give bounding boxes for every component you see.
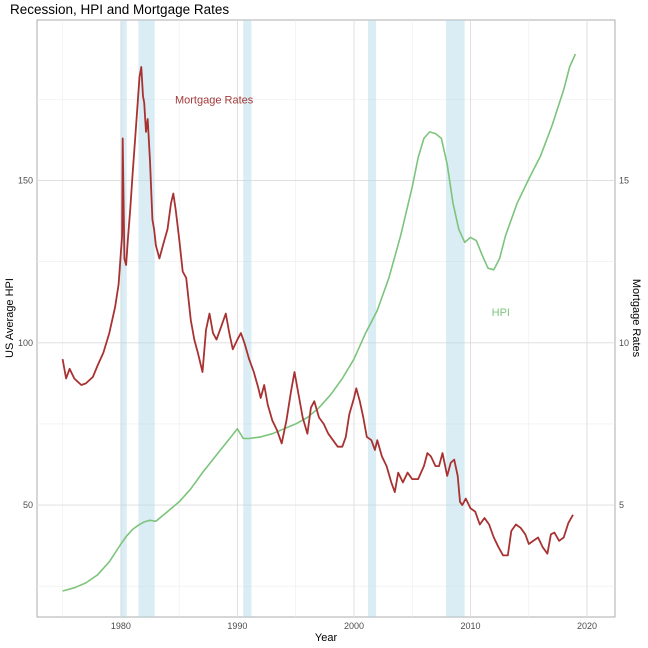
x-tick-label: 2000 — [344, 621, 364, 631]
annotations: Mortgage Rates HPI — [175, 94, 510, 319]
grid-lines — [37, 20, 615, 617]
annotation-label: HPI — [492, 307, 510, 319]
recession-band — [446, 20, 465, 617]
y-tick-label: 50 — [23, 500, 33, 510]
series-lines — [61, 53, 577, 592]
y-axis-title: US Average HPI — [4, 278, 16, 358]
y2-tick-label: 10 — [619, 338, 629, 348]
tick-labels: 1980 1990 2000 2010 2020 50 100 150 5 10 15 — [18, 176, 629, 631]
mortgage-rates-line — [61, 66, 574, 557]
x-tick-label: 1990 — [227, 621, 247, 631]
y-tick-label: 150 — [18, 176, 33, 186]
y2-tick-label: 5 — [619, 500, 624, 510]
x-tick-label: 2020 — [577, 621, 597, 631]
annotation-label: Mortgage Rates — [175, 94, 254, 106]
recession-band — [243, 20, 252, 617]
y2-axis-title: Mortgage Rates — [630, 279, 642, 358]
recession-band — [120, 20, 127, 617]
hpi-line — [62, 53, 577, 592]
recession-band — [138, 20, 155, 617]
chart-title: Recession, HPI and Mortgage Rates — [10, 2, 230, 17]
x-tick-label: 2010 — [460, 621, 480, 631]
plot-panel — [36, 19, 616, 618]
x-axis-title: Year — [315, 632, 338, 644]
recession-band — [367, 20, 377, 617]
y-tick-label: 100 — [18, 338, 33, 348]
x-tick-label: 1980 — [111, 621, 131, 631]
y2-tick-label: 15 — [619, 176, 629, 186]
